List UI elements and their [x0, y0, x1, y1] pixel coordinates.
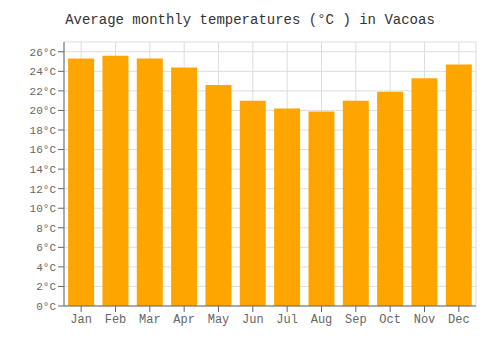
- svg-text:Jun: Jun: [242, 313, 264, 327]
- svg-text:16°C: 16°C: [30, 144, 57, 156]
- svg-text:Nov: Nov: [414, 313, 436, 327]
- svg-text:0°C: 0°C: [36, 301, 56, 313]
- svg-text:Dec: Dec: [448, 313, 470, 327]
- svg-text:Feb: Feb: [105, 313, 127, 327]
- svg-text:Aug: Aug: [311, 313, 333, 327]
- svg-text:22°C: 22°C: [30, 86, 57, 98]
- svg-text:Mar: Mar: [139, 313, 161, 327]
- svg-text:10°C: 10°C: [30, 203, 57, 215]
- svg-text:12°C: 12°C: [30, 184, 57, 196]
- html-text:Average monthly temperatures (: Average monthly temperatures (°C ) in Va…: [65, 12, 435, 28]
- svg-text:Apr: Apr: [173, 313, 195, 327]
- svg-text:8°C: 8°C: [36, 223, 56, 235]
- svg-text:6°C: 6°C: [36, 242, 56, 254]
- svg-text:24°C: 24°C: [30, 66, 57, 78]
- svg-text:May: May: [208, 313, 230, 327]
- svg-text:Jul: Jul: [276, 313, 298, 327]
- svg-text:20°C: 20°C: [30, 105, 57, 117]
- svg-text:26°C: 26°C: [30, 47, 57, 59]
- svg-text:4°C: 4°C: [36, 262, 56, 274]
- svg-text:2°C: 2°C: [36, 281, 56, 293]
- svg-text:Jan: Jan: [70, 313, 92, 327]
- svg-text:14°C: 14°C: [30, 164, 57, 176]
- svg-text:Sep: Sep: [345, 313, 367, 327]
- svg-text:Oct: Oct: [379, 313, 401, 327]
- svg-text:18°C: 18°C: [30, 125, 57, 137]
